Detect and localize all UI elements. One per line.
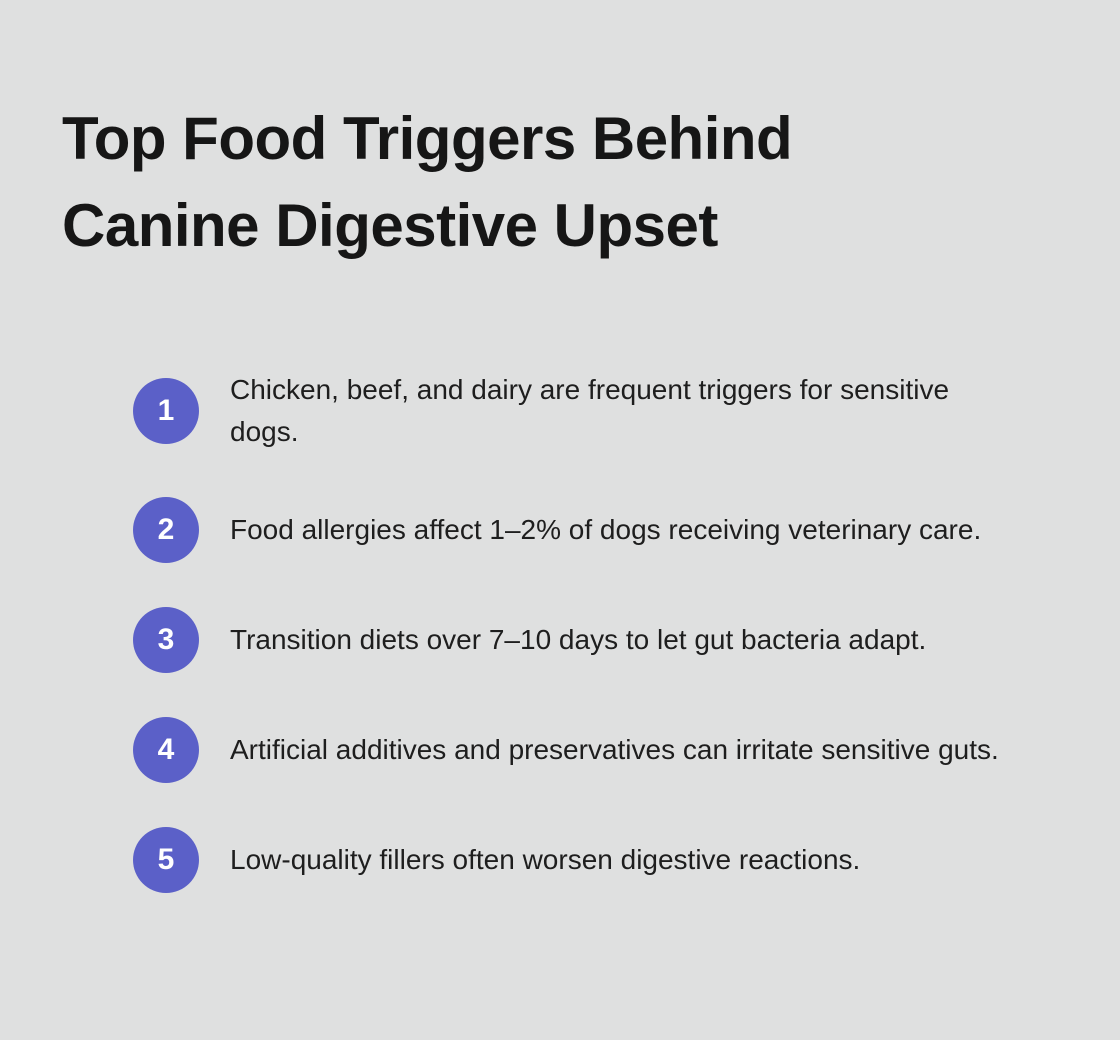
number-badge: 4	[133, 717, 199, 783]
item-text: Food allergies affect 1–2% of dogs recei…	[230, 514, 982, 545]
list-item: 5 Low-quality fillers often worsen diges…	[133, 827, 1120, 893]
item-text: Chicken, beef, and dairy are frequent tr…	[230, 374, 950, 447]
item-text: Low-quality fillers often worsen digesti…	[230, 844, 861, 875]
number-badge: 2	[133, 497, 199, 563]
item-text: Transition diets over 7–10 days to let g…	[230, 624, 927, 655]
trigger-list: 1 Chicken, beef, and dairy are frequent …	[0, 369, 1120, 893]
list-item: 3 Transition diets over 7–10 days to let…	[133, 607, 1120, 673]
list-item: 4 Artificial additives and preservatives…	[133, 717, 1120, 783]
badge-number: 1	[157, 394, 175, 427]
badge-number: 3	[157, 623, 175, 656]
page-title: Top Food Triggers Behind Canine Digestiv…	[62, 105, 793, 259]
item-text: Artificial additives and preservatives c…	[230, 734, 999, 765]
badge-number: 2	[157, 513, 175, 546]
number-badge: 1	[133, 378, 199, 444]
number-badge: 3	[133, 607, 199, 673]
number-badge: 5	[133, 827, 199, 893]
badge-number: 5	[157, 843, 175, 876]
list-item: 2 Food allergies affect 1–2% of dogs rec…	[133, 497, 1120, 563]
badge-number: 4	[157, 733, 175, 766]
list-item: 1 Chicken, beef, and dairy are frequent …	[133, 369, 1120, 453]
